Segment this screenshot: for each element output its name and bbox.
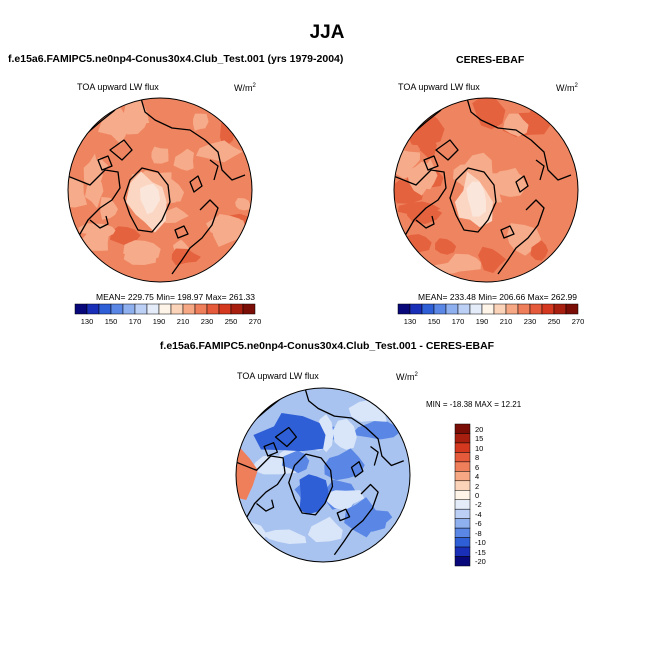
colorbar-swatch <box>158 303 172 315</box>
colorbar-swatch <box>454 433 471 444</box>
colorbar-swatch <box>454 508 471 519</box>
colorbar-swatch <box>242 303 256 315</box>
figure-title: JJA <box>309 22 345 43</box>
colorbar-swatch <box>454 518 471 529</box>
colorbar-swatch <box>134 303 148 315</box>
colorbar-swatch <box>409 303 423 315</box>
colorbar-tick-label: 8 <box>475 453 480 463</box>
colorbar-swatch <box>469 303 483 315</box>
colorbar-swatch <box>110 303 124 315</box>
colorbar-tick-label: 210 <box>176 317 190 326</box>
colorbar-swatch <box>74 303 88 315</box>
colorbar-swatch <box>454 499 471 510</box>
colorbar-swatch <box>454 452 471 463</box>
colorbar-swatch <box>454 527 471 538</box>
colorbar-tick-label: 4 <box>475 472 480 482</box>
colorbar-swatch <box>182 303 196 315</box>
colorbar-swatch <box>457 303 471 315</box>
colorbar-tick-label: 15 <box>475 434 484 444</box>
colorbar-tick-label: -6 <box>475 519 482 529</box>
colorbar-swatch <box>98 303 112 315</box>
colorbar-tick-label: 150 <box>104 317 118 326</box>
panel-3-stats: MIN = -18.38 MAX = 12.21 <box>426 400 522 409</box>
panel-3-title: f.e15a6.FAMIPC5.ne0np4-Conus30x4.Club_Te… <box>159 340 495 352</box>
panel-3-variable-label: TOA upward LW flux <box>237 371 319 381</box>
colorbar-tick-label: 20 <box>475 424 484 434</box>
panel-2-stats: MEAN= 233.48 Min= 206.66 Max= 262.99 <box>418 292 578 302</box>
colorbar-tick-label: -2 <box>475 500 482 510</box>
colorbar-swatch <box>493 303 507 315</box>
panel-2-units: W/m2 <box>556 83 578 93</box>
colorbar-tick-label: -20 <box>475 557 486 567</box>
colorbar-swatch <box>454 480 471 491</box>
colorbar-swatch <box>454 490 471 500</box>
colorbar-1 <box>74 303 256 315</box>
colorbar-swatch <box>122 303 136 315</box>
map-panel-3 <box>236 388 410 562</box>
map-panel-2 <box>394 98 578 282</box>
colorbar-swatch <box>454 423 471 434</box>
colorbar-tick-label: 2 <box>475 481 480 491</box>
colorbar-swatch <box>454 546 471 557</box>
colorbar-tick-label: 190 <box>152 317 166 326</box>
colorbar-swatch <box>454 537 471 548</box>
colorbar-swatch <box>421 303 435 315</box>
colorbar-swatch <box>454 442 471 453</box>
colorbar-swatch <box>218 303 232 315</box>
colorbar-swatch <box>454 461 471 472</box>
colorbar-swatch <box>194 303 208 315</box>
colorbar-swatch <box>541 303 555 315</box>
colorbar-tick-label: 250 <box>224 317 238 326</box>
colorbar-tick-label: 130 <box>403 317 417 326</box>
map-panel-1 <box>68 98 252 282</box>
colorbar-swatch <box>230 303 244 315</box>
colorbar-swatch <box>397 303 411 315</box>
panel-1-units: W/m2 <box>234 83 256 93</box>
colorbar-tick-label: -8 <box>475 528 482 538</box>
colorbar-swatch <box>86 303 100 315</box>
colorbar-swatch <box>517 303 531 315</box>
colorbar-tick-label: 230 <box>523 317 537 326</box>
colorbar-swatch <box>433 303 447 315</box>
colorbar-3 <box>454 423 471 567</box>
panel-2-title: CERES-EBAF <box>456 54 525 66</box>
colorbar-swatch <box>206 303 220 315</box>
colorbar-swatch <box>454 556 471 567</box>
colorbar-2 <box>397 303 579 315</box>
colorbar-tick-label: 210 <box>499 317 513 326</box>
colorbar-swatch <box>565 303 579 315</box>
panel-1-variable-label: TOA upward LW flux <box>77 82 159 92</box>
colorbar-swatch <box>529 303 543 315</box>
colorbar-tick-label: 130 <box>80 317 94 326</box>
colorbar-swatch <box>553 303 567 315</box>
panel-2-variable-label: TOA upward LW flux <box>398 82 480 92</box>
colorbar-tick-label: 270 <box>571 317 585 326</box>
colorbar-swatch <box>445 303 459 315</box>
colorbar-tick-label: -4 <box>475 509 482 519</box>
colorbar-tick-label: 270 <box>248 317 262 326</box>
panel-1-stats: MEAN= 229.75 Min= 198.97 Max= 261.33 <box>96 292 256 302</box>
colorbar-tick-label: 10 <box>475 443 484 453</box>
colorbar-tick-label: 190 <box>475 317 489 326</box>
colorbar-tick-label: 230 <box>200 317 214 326</box>
colorbar-swatch <box>454 471 471 482</box>
colorbar-tick-label: 170 <box>128 317 142 326</box>
colorbar-tick-label: 170 <box>451 317 465 326</box>
colorbar-swatch <box>146 303 160 315</box>
colorbar-tick-label: 6 <box>475 462 480 472</box>
colorbar-tick-label: -15 <box>475 547 486 557</box>
panel-1-title: f.e15a6.FAMIPC5.ne0np4-Conus30x4.Club_Te… <box>8 53 344 65</box>
colorbar-swatch <box>505 303 519 315</box>
colorbar-tick-label: 0 <box>475 491 480 500</box>
colorbar-swatch <box>170 303 184 315</box>
panel-3-units: W/m2 <box>396 372 418 382</box>
colorbar-tick-label: 150 <box>427 317 441 326</box>
colorbar-swatch <box>481 303 495 315</box>
colorbar-tick-label: -10 <box>475 538 486 548</box>
colorbar-tick-label: 250 <box>547 317 561 326</box>
